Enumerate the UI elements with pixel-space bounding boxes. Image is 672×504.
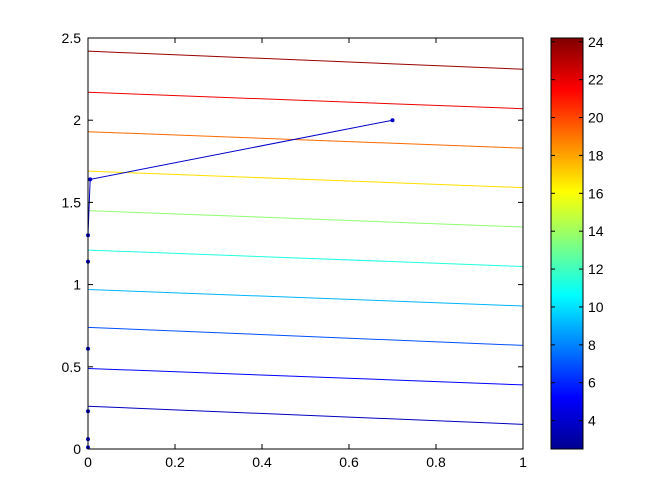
colorbar [550, 37, 584, 450]
y-tick-label-1: 0.5 [62, 359, 82, 375]
contour-line-1 [87, 367, 524, 386]
y-tick-label-3: 1.5 [62, 194, 82, 210]
colorbar-tick-label-0: 4 [588, 413, 596, 429]
contour-line-7 [87, 131, 524, 149]
x-tick-label-1: 0.2 [165, 454, 185, 470]
axes-frame [87, 37, 524, 450]
path-point-1 [88, 177, 93, 182]
colorbar-tick-label-9: 22 [588, 72, 604, 88]
plot-area [88, 38, 523, 449]
contour-line-6 [87, 170, 524, 189]
contour-line-0 [87, 405, 524, 425]
contour-line-5 [87, 210, 524, 228]
path-point-0 [390, 118, 395, 123]
contour-line-9 [87, 50, 524, 70]
contour-line-2 [87, 326, 524, 346]
colorbar-tick-label-10: 24 [588, 34, 604, 50]
contour-line-3 [87, 289, 524, 307]
colorbar-tick-label-2: 8 [588, 337, 596, 353]
y-tick-label-5: 2.5 [62, 30, 82, 46]
colorbar-tick-label-4: 12 [588, 261, 604, 277]
x-tick-label-3: 0.6 [339, 454, 359, 470]
y-tick-label-4: 2 [73, 112, 81, 128]
colorbar-tick-label-7: 18 [588, 147, 604, 163]
contour-line-8 [87, 91, 524, 110]
y-tick-label-2: 1 [73, 277, 81, 293]
x-tick-label-2: 0.4 [252, 454, 272, 470]
colorbar-tick-label-1: 6 [588, 375, 596, 391]
colorbar-tick-label-5: 14 [588, 223, 604, 239]
x-tick-label-5: 1 [519, 454, 527, 470]
x-tick-label-4: 0.8 [426, 454, 446, 470]
y-tick-label-0: 0 [73, 441, 81, 457]
x-tick-label-0: 0 [84, 454, 92, 470]
colorbar-tick-label-8: 20 [588, 110, 604, 126]
contour-line-4 [87, 249, 524, 268]
colorbar-tick-label-3: 10 [588, 299, 604, 315]
colorbar-tick-label-6: 16 [588, 185, 604, 201]
